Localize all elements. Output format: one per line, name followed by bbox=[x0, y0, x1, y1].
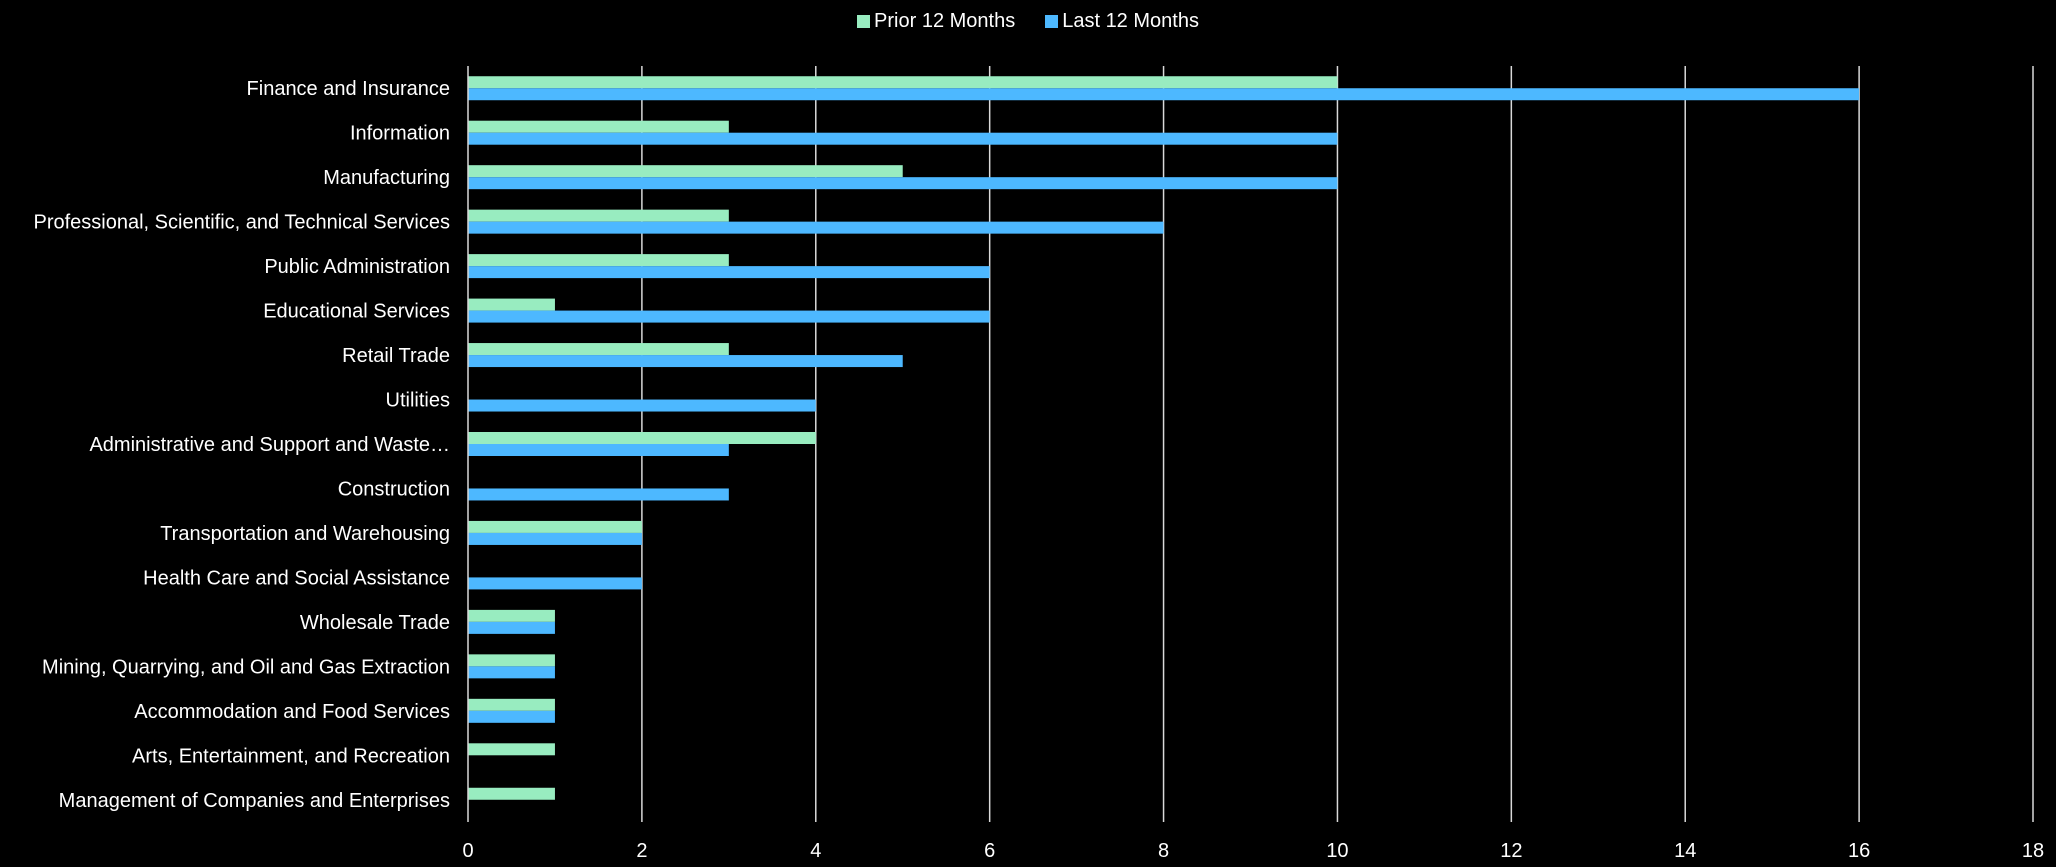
bar-prior-15 bbox=[468, 743, 555, 756]
bar-prior-8 bbox=[468, 432, 816, 444]
bar-prior-16 bbox=[468, 787, 555, 800]
bar-prior-2 bbox=[468, 165, 903, 178]
bar-prior-12 bbox=[468, 609, 555, 622]
bar-prior-0 bbox=[468, 76, 1338, 89]
category-label-5: Educational Services bbox=[263, 301, 450, 323]
category-label-1: Information bbox=[350, 123, 450, 145]
legend-label-last: Last 12 Months bbox=[1062, 10, 1199, 32]
bar-last-3 bbox=[468, 221, 1164, 234]
category-label-9: Construction bbox=[338, 478, 450, 500]
x-tick-label-6: 6 bbox=[984, 840, 995, 862]
category-label-15: Arts, Entertainment, and Recreation bbox=[132, 745, 450, 767]
legend-item-prior: Prior 12 Months bbox=[857, 10, 1015, 33]
bar-last-13 bbox=[468, 666, 555, 679]
bar-prior-6 bbox=[468, 343, 729, 356]
bar-last-9 bbox=[468, 488, 729, 501]
category-label-2: Manufacturing bbox=[323, 167, 450, 189]
bar-prior-10 bbox=[468, 520, 642, 533]
bar-last-11 bbox=[468, 577, 642, 590]
legend-swatch-prior bbox=[857, 15, 871, 28]
bar-last-14 bbox=[468, 710, 555, 723]
legend-label-prior: Prior 12 Months bbox=[874, 10, 1016, 32]
bar-prior-3 bbox=[468, 209, 729, 222]
bar-last-0 bbox=[468, 88, 1860, 101]
category-label-8: Administrative and Support and Waste… bbox=[89, 434, 450, 456]
category-label-6: Retail Trade bbox=[342, 345, 450, 367]
bar-last-6 bbox=[468, 355, 903, 368]
bar-prior-1 bbox=[468, 120, 729, 133]
bar-last-5 bbox=[468, 310, 990, 323]
bar-last-10 bbox=[468, 532, 642, 545]
bar-last-12 bbox=[468, 621, 555, 634]
category-label-13: Mining, Quarrying, and Oil and Gas Extra… bbox=[42, 656, 450, 678]
bar-prior-5 bbox=[468, 298, 555, 311]
category-label-12: Wholesale Trade bbox=[300, 612, 450, 634]
bar-last-2 bbox=[468, 177, 1338, 190]
x-tick-label-18: 18 bbox=[2022, 840, 2044, 862]
x-tick-label-16: 16 bbox=[1848, 840, 1870, 862]
category-label-14: Accommodation and Food Services bbox=[134, 701, 450, 723]
category-label-7: Utilities bbox=[386, 390, 450, 412]
category-label-0: Finance and Insurance bbox=[247, 78, 450, 100]
x-tick-label-12: 12 bbox=[1500, 840, 1522, 862]
bar-last-1 bbox=[468, 132, 1338, 145]
bar-prior-14 bbox=[468, 698, 555, 711]
category-label-10: Transportation and Warehousing bbox=[160, 523, 450, 545]
x-tick-label-10: 10 bbox=[1326, 840, 1348, 862]
category-label-3: Professional, Scientific, and Technical … bbox=[33, 212, 450, 234]
x-tick-label-0: 0 bbox=[462, 840, 473, 862]
bar-last-7 bbox=[468, 399, 816, 412]
bar-last-4 bbox=[468, 266, 990, 279]
bar-last-8 bbox=[468, 444, 729, 456]
x-tick-label-4: 4 bbox=[810, 840, 821, 862]
category-label-4: Public Administration bbox=[264, 256, 450, 278]
chart-legend: Prior 12 Months Last 12 Months bbox=[0, 10, 2056, 33]
x-tick-label-14: 14 bbox=[1674, 840, 1696, 862]
bar-prior-13 bbox=[468, 654, 555, 667]
x-tick-label-2: 2 bbox=[636, 840, 647, 862]
x-tick-label-8: 8 bbox=[1158, 840, 1169, 862]
legend-item-last: Last 12 Months bbox=[1045, 10, 1199, 33]
legend-swatch-last bbox=[1045, 15, 1059, 28]
category-label-11: Health Care and Social Assistance bbox=[143, 567, 450, 589]
bar-prior-4 bbox=[468, 254, 729, 267]
category-label-16: Management of Companies and Enterprises bbox=[59, 790, 450, 812]
